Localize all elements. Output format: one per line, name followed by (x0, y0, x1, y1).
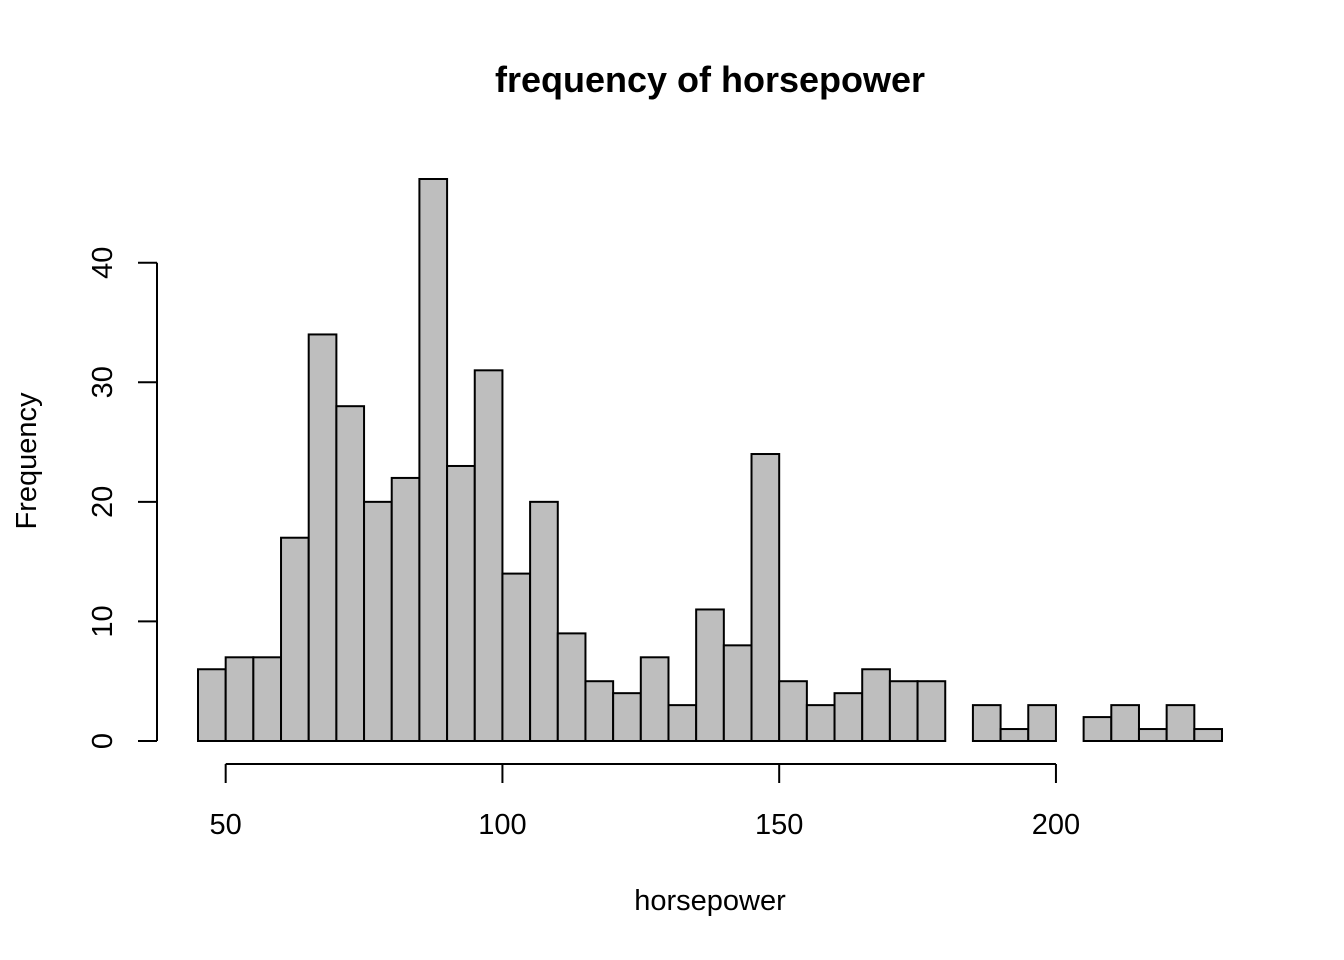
chart-title: frequency of horsepower (495, 59, 925, 100)
histogram-bar (1193, 728, 1224, 742)
histogram-bar (639, 656, 670, 742)
histogram-bar (695, 608, 725, 742)
histogram-bar (1027, 704, 1057, 743)
histogram-bar (861, 668, 891, 742)
histogram-bar (363, 500, 393, 743)
y-tick-label: 40 (87, 247, 119, 279)
x-tick-label: 150 (755, 809, 803, 841)
histogram-bar (252, 656, 283, 742)
x-tick-label: 50 (210, 809, 242, 841)
histogram-bar (1082, 716, 1113, 742)
histogram-bar (446, 464, 476, 742)
histogram-bar (722, 644, 753, 743)
histogram-bar (999, 728, 1030, 742)
histogram-bar (224, 656, 255, 742)
y-tick-label: 0 (87, 733, 119, 749)
histogram-bar (833, 692, 864, 743)
histogram-bar (971, 704, 1002, 743)
histogram-bar (1110, 704, 1140, 743)
histogram-bar (307, 333, 338, 742)
histogram-bar (916, 680, 947, 743)
histogram-bar (529, 500, 559, 743)
histogram-bar (473, 369, 504, 742)
histogram-bar (750, 453, 781, 742)
histogram-bar (1137, 728, 1168, 742)
histogram-bar (1165, 704, 1196, 743)
histogram-bar (612, 692, 642, 743)
histogram-bar (584, 680, 615, 743)
histogram-bar (501, 572, 532, 743)
y-tick-label: 30 (87, 366, 119, 398)
histogram-bar (667, 704, 698, 743)
histogram-bar (390, 476, 421, 742)
y-axis-label: Frequency (11, 392, 43, 530)
histogram-bars (197, 178, 1224, 743)
y-axis: 0 10 20 30 40 (87, 247, 158, 749)
y-tick-label: 10 (87, 605, 119, 637)
x-tick-label: 200 (1032, 809, 1080, 841)
histogram-bar (778, 680, 808, 743)
histogram-bar (197, 668, 227, 742)
x-axis-label: horsepower (634, 885, 786, 917)
histogram-bar (418, 178, 449, 742)
histogram-bar (888, 680, 919, 743)
histogram-bar (335, 405, 366, 742)
histogram-bar (280, 536, 310, 742)
histogram-bar (805, 704, 836, 743)
x-axis: 50 100 150 200 (210, 763, 1080, 841)
histogram-bar (556, 632, 587, 743)
x-tick-label: 100 (478, 809, 526, 841)
y-tick-label: 20 (87, 486, 119, 518)
